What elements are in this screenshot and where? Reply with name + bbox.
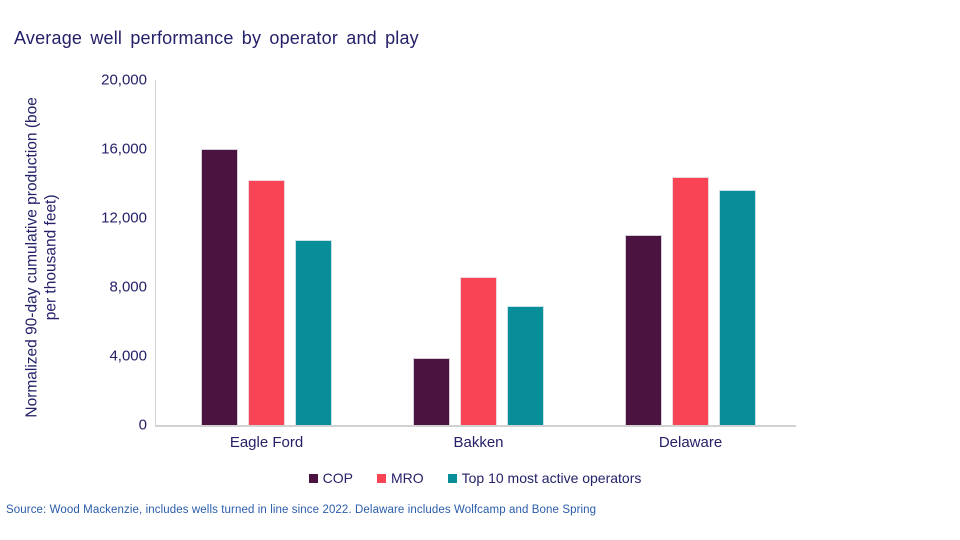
plot-area: Eagle Ford Bakken Delaware <box>155 80 796 451</box>
legend-item-cop: COP <box>308 470 353 486</box>
source-note: Source: Wood Mackenzie, includes wells t… <box>6 504 597 516</box>
legend-swatch-mro <box>376 473 386 483</box>
bars-eagle-ford <box>201 80 332 425</box>
y-axis-title-line1: Normalized 90-day cumulative production … <box>23 97 41 418</box>
bar-mro-eagle-ford <box>248 180 285 425</box>
x-axis-label-eagle-ford: Eagle Ford <box>229 434 304 451</box>
bar-cop-delaware <box>625 235 662 425</box>
y-tick-0: 0 <box>138 416 147 434</box>
y-axis-title: Normalized 90-day cumulative production … <box>23 52 62 462</box>
legend-label-top10: Top 10 most active operators <box>461 470 642 486</box>
bars-bakken <box>413 80 544 425</box>
bar-top10-bakken <box>507 305 544 425</box>
bar-cop-bakken <box>413 357 450 425</box>
bar-top10-eagle-ford <box>295 240 332 425</box>
legend-item-mro: MRO <box>376 470 424 486</box>
legend-label-mro: MRO <box>390 470 424 486</box>
chart-title: Average well performance by operator and… <box>14 28 419 48</box>
bar-top10-delaware <box>719 190 756 425</box>
bar-group-delaware: Delaware <box>625 80 756 451</box>
bar-group-eagle-ford: Eagle Ford <box>201 80 332 451</box>
x-axis-label-delaware: Delaware <box>658 434 723 451</box>
legend-item-top10: Top 10 most active operators <box>447 470 642 486</box>
legend-swatch-cop <box>308 473 318 483</box>
bar-cop-eagle-ford <box>201 149 238 425</box>
bar-mro-delaware <box>672 176 709 425</box>
y-tick-12000: 12,000 <box>101 209 147 227</box>
y-axis-ticks: 0 4,000 8,000 12,000 16,000 20,000 <box>60 72 147 434</box>
y-tick-16000: 16,000 <box>101 140 147 158</box>
y-tick-8000: 8,000 <box>109 278 147 296</box>
bar-group-bakken: Bakken <box>413 80 544 451</box>
y-axis-title-line2: per thousand feet) <box>43 194 60 321</box>
x-axis-label-bakken: Bakken <box>453 434 504 451</box>
chart-legend: COP MRO Top 10 most active operators <box>155 470 795 486</box>
y-tick-4000: 4,000 <box>109 347 147 365</box>
bar-mro-bakken <box>460 276 497 425</box>
y-tick-20000: 20,000 <box>101 71 147 89</box>
legend-label-cop: COP <box>322 470 353 486</box>
legend-swatch-top10 <box>447 473 457 483</box>
bars-delaware <box>625 80 756 425</box>
